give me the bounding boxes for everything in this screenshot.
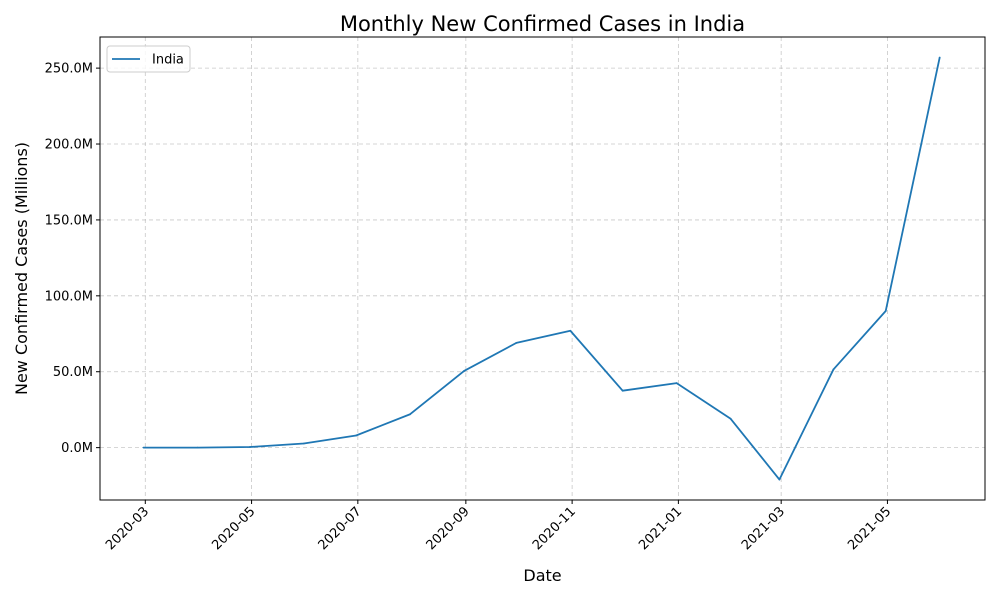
y-tick-label: 0.0M — [61, 441, 93, 456]
legend-box — [106, 45, 191, 73]
data-point — [621, 389, 624, 392]
legend: India — [106, 45, 191, 73]
data-point — [463, 370, 466, 372]
y-axis-title: New Confirmed Cases (Millions) — [12, 142, 31, 395]
data-point — [569, 329, 572, 332]
plot-frame — [99, 36, 986, 501]
data-point — [938, 56, 941, 59]
data-point — [142, 446, 145, 449]
data-point — [248, 446, 251, 448]
data-point — [515, 341, 518, 344]
y-tick-label: 150.0M — [45, 213, 93, 228]
data-point — [778, 478, 781, 481]
y-tick-label: 250.0M — [45, 62, 93, 77]
data-point — [196, 446, 199, 449]
data-point — [355, 434, 357, 437]
legend-label-india: India — [152, 53, 184, 68]
y-tick-label: 200.0M — [45, 138, 93, 153]
series-layer — [142, 56, 941, 481]
y-axis: 0.0M 50.0M 100.0M 150.0M 200.0M 250.0M — [45, 62, 100, 456]
data-point — [675, 382, 678, 385]
data-point — [302, 442, 305, 445]
data-point — [832, 368, 835, 371]
x-axis-title: Date — [523, 566, 561, 585]
y-tick-label: 100.0M — [45, 289, 93, 304]
y-tick-label: 50.0M — [53, 365, 93, 380]
grid — [100, 37, 985, 500]
series-line-india — [143, 57, 941, 481]
data-point — [409, 413, 411, 416]
chart-title: Monthly New Confirmed Cases in India — [340, 12, 745, 36]
data-point — [884, 310, 887, 312]
data-point — [729, 417, 732, 420]
